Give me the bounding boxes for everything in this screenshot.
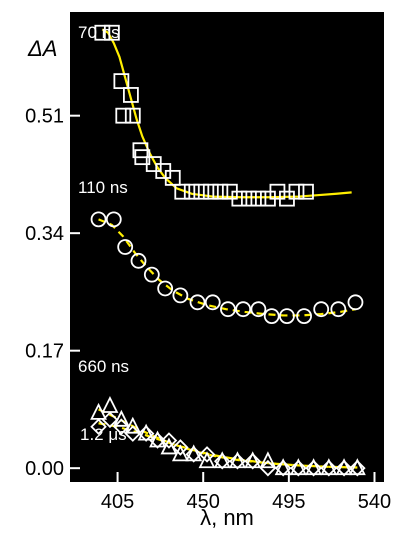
data-point-triangle xyxy=(112,409,130,427)
x-axis-label: λ, nm xyxy=(200,505,254,529)
y-tick-label: 0.51 xyxy=(25,106,64,128)
data-point-diamond xyxy=(244,452,261,470)
data-point-circle xyxy=(235,301,252,318)
data-point-square xyxy=(298,183,314,200)
data-point-square xyxy=(164,169,181,186)
series-label-2: 110 ns xyxy=(78,178,128,197)
data-point-square xyxy=(115,107,132,124)
y-tick-label: 0.34 xyxy=(25,223,64,245)
data-point-triangle xyxy=(124,416,142,434)
series-label-1: 70 ns xyxy=(78,23,120,42)
data-point-diamond xyxy=(274,459,292,477)
data-point-diamond xyxy=(349,459,366,477)
series-label-4: 1.2 μs xyxy=(80,425,127,444)
data-point-circle xyxy=(296,308,312,325)
data-point-square xyxy=(103,24,120,41)
data-point-circle xyxy=(90,211,107,228)
data-point-circle xyxy=(143,266,160,283)
data-point-diamond xyxy=(149,432,166,449)
x-tick-label: 450 xyxy=(187,491,220,513)
plot-area xyxy=(70,12,384,482)
data-point-diamond xyxy=(185,446,202,463)
data-point-square xyxy=(124,107,141,124)
data-point-circle xyxy=(347,294,364,311)
data-point-triangle xyxy=(171,444,189,462)
data-point-circle xyxy=(250,301,267,318)
data-point-circle xyxy=(105,211,122,228)
data-point-diamond xyxy=(137,425,155,442)
data-point-circle xyxy=(279,308,295,325)
y-tick-label: 0.00 xyxy=(25,458,64,480)
data-point-diamond xyxy=(124,425,142,442)
data-point-square xyxy=(94,24,111,41)
data-point-circle xyxy=(204,294,221,311)
fit-curve-2 xyxy=(98,218,356,317)
data-point-square xyxy=(202,183,219,200)
data-point-circle xyxy=(117,239,134,255)
data-point-diamond xyxy=(335,459,353,477)
data-point-circle xyxy=(330,301,347,318)
data-point-square xyxy=(113,73,130,90)
data-point-triangle xyxy=(160,437,178,455)
x-tick-label: 495 xyxy=(272,491,305,513)
data-point-diamond xyxy=(172,439,189,456)
data-point-square xyxy=(231,190,248,207)
data-point-diamond xyxy=(305,459,322,477)
data-point-diamond xyxy=(290,459,307,477)
data-point-circle xyxy=(263,308,280,325)
data-point-triangle xyxy=(198,451,216,469)
data-point-diamond xyxy=(259,459,277,477)
data-point-diamond xyxy=(213,452,231,470)
series-label-3: 660 ns xyxy=(78,357,129,376)
data-point-circle xyxy=(172,287,189,304)
data-point-diamond xyxy=(320,459,338,477)
data-point-square xyxy=(250,190,267,207)
data-point-square xyxy=(240,190,257,207)
data-point-square xyxy=(183,183,200,200)
data-point-circle xyxy=(157,280,174,297)
data-point-diamond xyxy=(160,432,178,449)
data-point-circle xyxy=(313,301,330,318)
data-point-square xyxy=(174,183,191,200)
data-point-square xyxy=(212,183,229,200)
data-point-diamond xyxy=(229,452,246,470)
y-tick-label: 0.17 xyxy=(25,341,64,363)
data-point-circle xyxy=(189,294,206,311)
data-point-square xyxy=(193,183,210,200)
data-point-diamond xyxy=(90,418,107,435)
data-point-square xyxy=(122,87,139,103)
x-tick-label: 405 xyxy=(101,491,134,513)
y-axis-label: ΔA xyxy=(27,36,57,61)
data-point-circle xyxy=(220,301,236,318)
x-tick-label: 540 xyxy=(358,491,391,513)
data-point-diamond xyxy=(198,446,216,463)
data-point-diamond xyxy=(113,418,130,435)
data-point-square xyxy=(288,183,305,200)
data-point-circle xyxy=(130,252,147,269)
data-point-triangle xyxy=(259,451,277,469)
data-point-diamond xyxy=(101,411,119,429)
